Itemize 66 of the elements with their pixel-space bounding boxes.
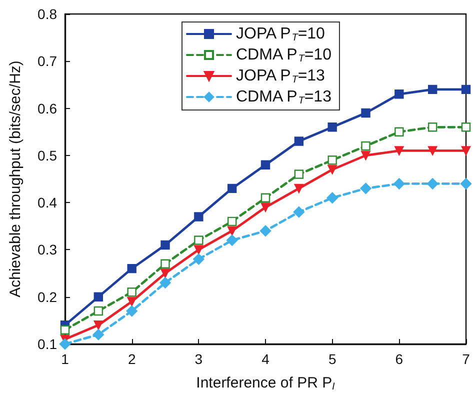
point: [394, 90, 404, 99]
point: [227, 216, 237, 226]
y-tick-label: 0.3: [38, 242, 58, 258]
point: [428, 122, 438, 132]
point: [426, 178, 438, 190]
point: [328, 156, 337, 165]
point: [328, 122, 337, 132]
y-tick-label: 0.5: [38, 147, 58, 164]
point: [194, 212, 204, 222]
y-tick-label: 0.2: [38, 288, 58, 305]
point: [361, 108, 370, 118]
point: [294, 170, 304, 179]
point: [394, 127, 404, 136]
point: [428, 84, 438, 94]
point: [127, 296, 136, 306]
y-tick-label: 0.7: [38, 53, 58, 70]
point: [328, 164, 337, 174]
y-tick-label: 0.8: [38, 6, 58, 22]
point: [60, 325, 70, 334]
point: [194, 236, 204, 245]
x-tick-label: 2: [128, 351, 136, 367]
point: [126, 305, 138, 317]
point: [160, 268, 170, 278]
point: [194, 245, 204, 254]
y-tick-label: 0.4: [38, 194, 58, 211]
y-axis-title: Achievable throughput (bits/sec/Hz): [7, 60, 24, 298]
point: [260, 225, 272, 236]
point: [360, 182, 372, 194]
point: [160, 240, 170, 250]
point: [361, 141, 370, 151]
x-tick-label: 3: [194, 351, 203, 367]
point: [461, 122, 471, 132]
point: [361, 150, 370, 160]
x-tick-label: 1: [61, 351, 70, 367]
point: [59, 338, 71, 350]
point: [260, 160, 270, 170]
point: [294, 184, 304, 194]
point: [160, 259, 170, 268]
point: [127, 288, 136, 297]
point: [260, 202, 270, 212]
point: [94, 320, 104, 330]
point: [160, 277, 171, 288]
x-tick-label: 7: [462, 351, 470, 367]
x-tick-label: 4: [262, 351, 270, 367]
point: [394, 146, 404, 156]
point: [127, 264, 136, 274]
point: [293, 206, 305, 218]
y-tick-label: 0.1: [38, 336, 58, 352]
y-tick-label: 0.6: [38, 100, 58, 116]
point: [460, 178, 472, 190]
point: [326, 192, 338, 204]
point: [294, 136, 304, 146]
point: [226, 234, 238, 246]
point: [394, 178, 405, 190]
point: [461, 84, 471, 94]
point: [92, 328, 104, 340]
x-tick-label: 6: [395, 351, 404, 367]
point: [94, 306, 104, 316]
x-tick-label: 5: [328, 351, 336, 367]
point: [227, 184, 237, 194]
point: [94, 292, 104, 302]
point: [461, 146, 471, 156]
point: [260, 193, 270, 202]
point: [227, 226, 237, 236]
point: [193, 254, 204, 265]
point: [428, 146, 438, 156]
